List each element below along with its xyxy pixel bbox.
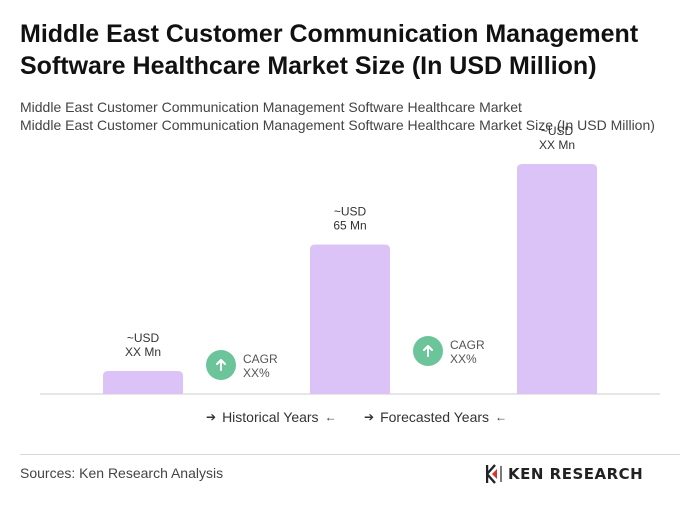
bar-2 xyxy=(310,244,390,394)
footer-divider xyxy=(20,454,680,455)
arrow-left-icon: ← xyxy=(324,410,337,424)
bar-1-label-line1: ~USD xyxy=(127,331,160,345)
logo-text: KEN RESEARCH xyxy=(508,465,644,483)
legend-forecasted-label: Forecasted Years xyxy=(380,409,490,425)
bar-3-label-line1: ~USD xyxy=(541,124,574,138)
arrow-right-icon: ➔ xyxy=(206,410,217,424)
legend-historical-label: Historical Years xyxy=(222,409,319,425)
bar-2-label-line2: 65 Mn xyxy=(333,219,366,233)
chart-subtitle-line-2: Middle East Customer Communication Manag… xyxy=(20,117,655,133)
bar-3-label-line2: XX Mn xyxy=(539,138,575,152)
arrow-left-icon: ← xyxy=(495,410,508,424)
source-note: Sources: Ken Research Analysis xyxy=(20,465,224,481)
arrow-up-icon xyxy=(216,359,226,371)
arrow-up-icon xyxy=(423,345,433,357)
chart-title: Middle East Customer Communication Manag… xyxy=(20,20,639,80)
cagr-1-label: CAGR xyxy=(243,352,278,366)
bar-2-label-line1: ~USD xyxy=(334,205,367,219)
bar-1 xyxy=(103,371,183,394)
cagr-2-value: XX% xyxy=(450,352,477,366)
chart-subtitle-line-1: Middle East Customer Communication Manag… xyxy=(20,99,522,115)
legend-forecasted: ➔ Forecasted Years ← xyxy=(358,409,513,425)
cagr-1-value: XX% xyxy=(243,366,270,380)
bar-1-label-line2: XX Mn xyxy=(125,345,161,359)
ken-logo-icon xyxy=(486,464,502,484)
ken-research-logo: KEN RESEARCH xyxy=(486,464,643,484)
legend-historical: ➔ Historical Years ← xyxy=(200,409,343,425)
arrow-right-icon: ➔ xyxy=(364,410,375,424)
bar-3 xyxy=(517,164,597,394)
cagr-2-label: CAGR xyxy=(450,338,485,352)
